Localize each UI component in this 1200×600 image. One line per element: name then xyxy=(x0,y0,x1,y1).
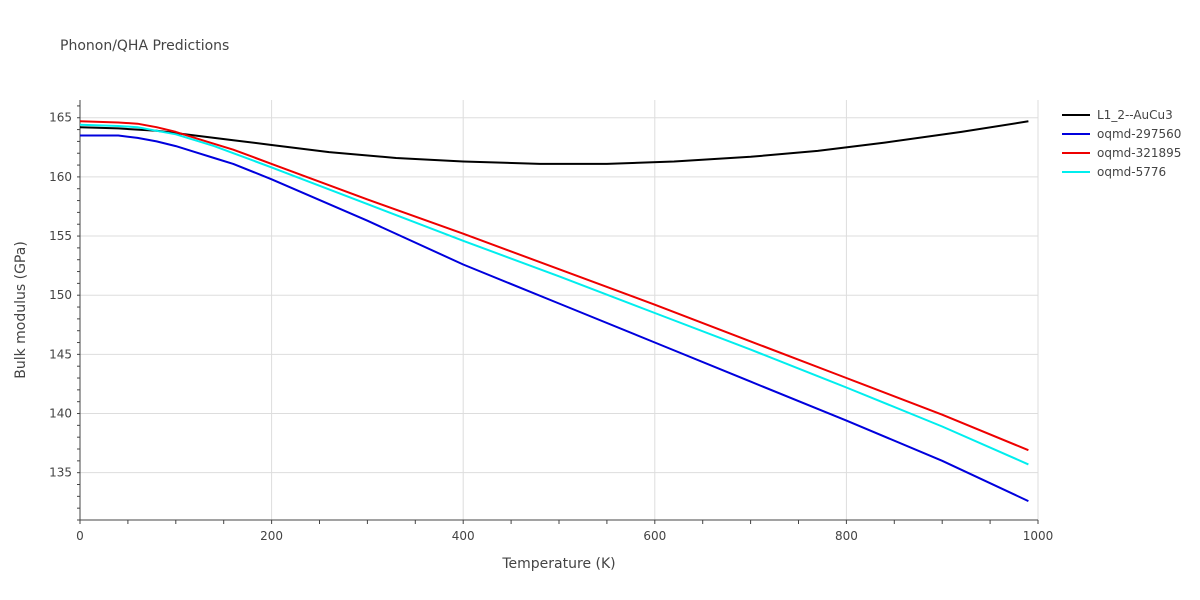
y-tick-label: 155 xyxy=(49,229,72,243)
x-tick-labels: 0 200 400 600 800 1000 xyxy=(76,529,1053,543)
legend-item[interactable]: oqmd-321895 xyxy=(1062,146,1181,160)
legend-label: L1_2--AuCu3 xyxy=(1097,108,1173,122)
x-tick-label: 1000 xyxy=(1023,529,1054,543)
chart-title: Phonon/QHA Predictions xyxy=(60,38,229,54)
series-line-oqmd-5776 xyxy=(79,123,1029,466)
legend-label: oqmd-5776 xyxy=(1097,165,1166,179)
y-tick-label: 140 xyxy=(49,407,72,421)
legend-label: oqmd-321895 xyxy=(1097,146,1181,160)
x-tick-label: 800 xyxy=(835,529,858,543)
series-line-oqmd-297560 xyxy=(80,134,1029,503)
series-line-oqmd-321895 xyxy=(79,120,1029,452)
legend-item[interactable]: oqmd-297560 xyxy=(1062,127,1181,141)
x-tick-label: 600 xyxy=(643,529,666,543)
y-tick-label: 150 xyxy=(49,288,72,302)
y-axis-title: Bulk modulus (GPa) xyxy=(13,241,29,379)
y-tick-label: 160 xyxy=(49,170,72,184)
grid-lines xyxy=(80,100,1039,520)
y-tick-labels: 135 140 145 150 155 160 165 xyxy=(49,111,72,480)
legend-label: oqmd-297560 xyxy=(1097,127,1181,141)
series-lines xyxy=(79,120,1029,503)
legend-item[interactable]: L1_2--AuCu3 xyxy=(1062,108,1173,122)
legend-item[interactable]: oqmd-5776 xyxy=(1062,165,1166,179)
axes xyxy=(77,100,1039,524)
x-tick-label: 0 xyxy=(76,529,84,543)
legend[interactable]: L1_2--AuCu3 oqmd-297560 oqmd-321895 oqmd-57… xyxy=(1062,108,1181,179)
x-tick-label: 200 xyxy=(260,529,283,543)
y-tick-label: 165 xyxy=(49,111,72,125)
x-tick-label: 400 xyxy=(452,529,475,543)
y-tick-label: 135 xyxy=(49,466,72,480)
x-axis-title: Temperature (K) xyxy=(501,556,615,572)
y-tick-label: 145 xyxy=(49,347,72,361)
